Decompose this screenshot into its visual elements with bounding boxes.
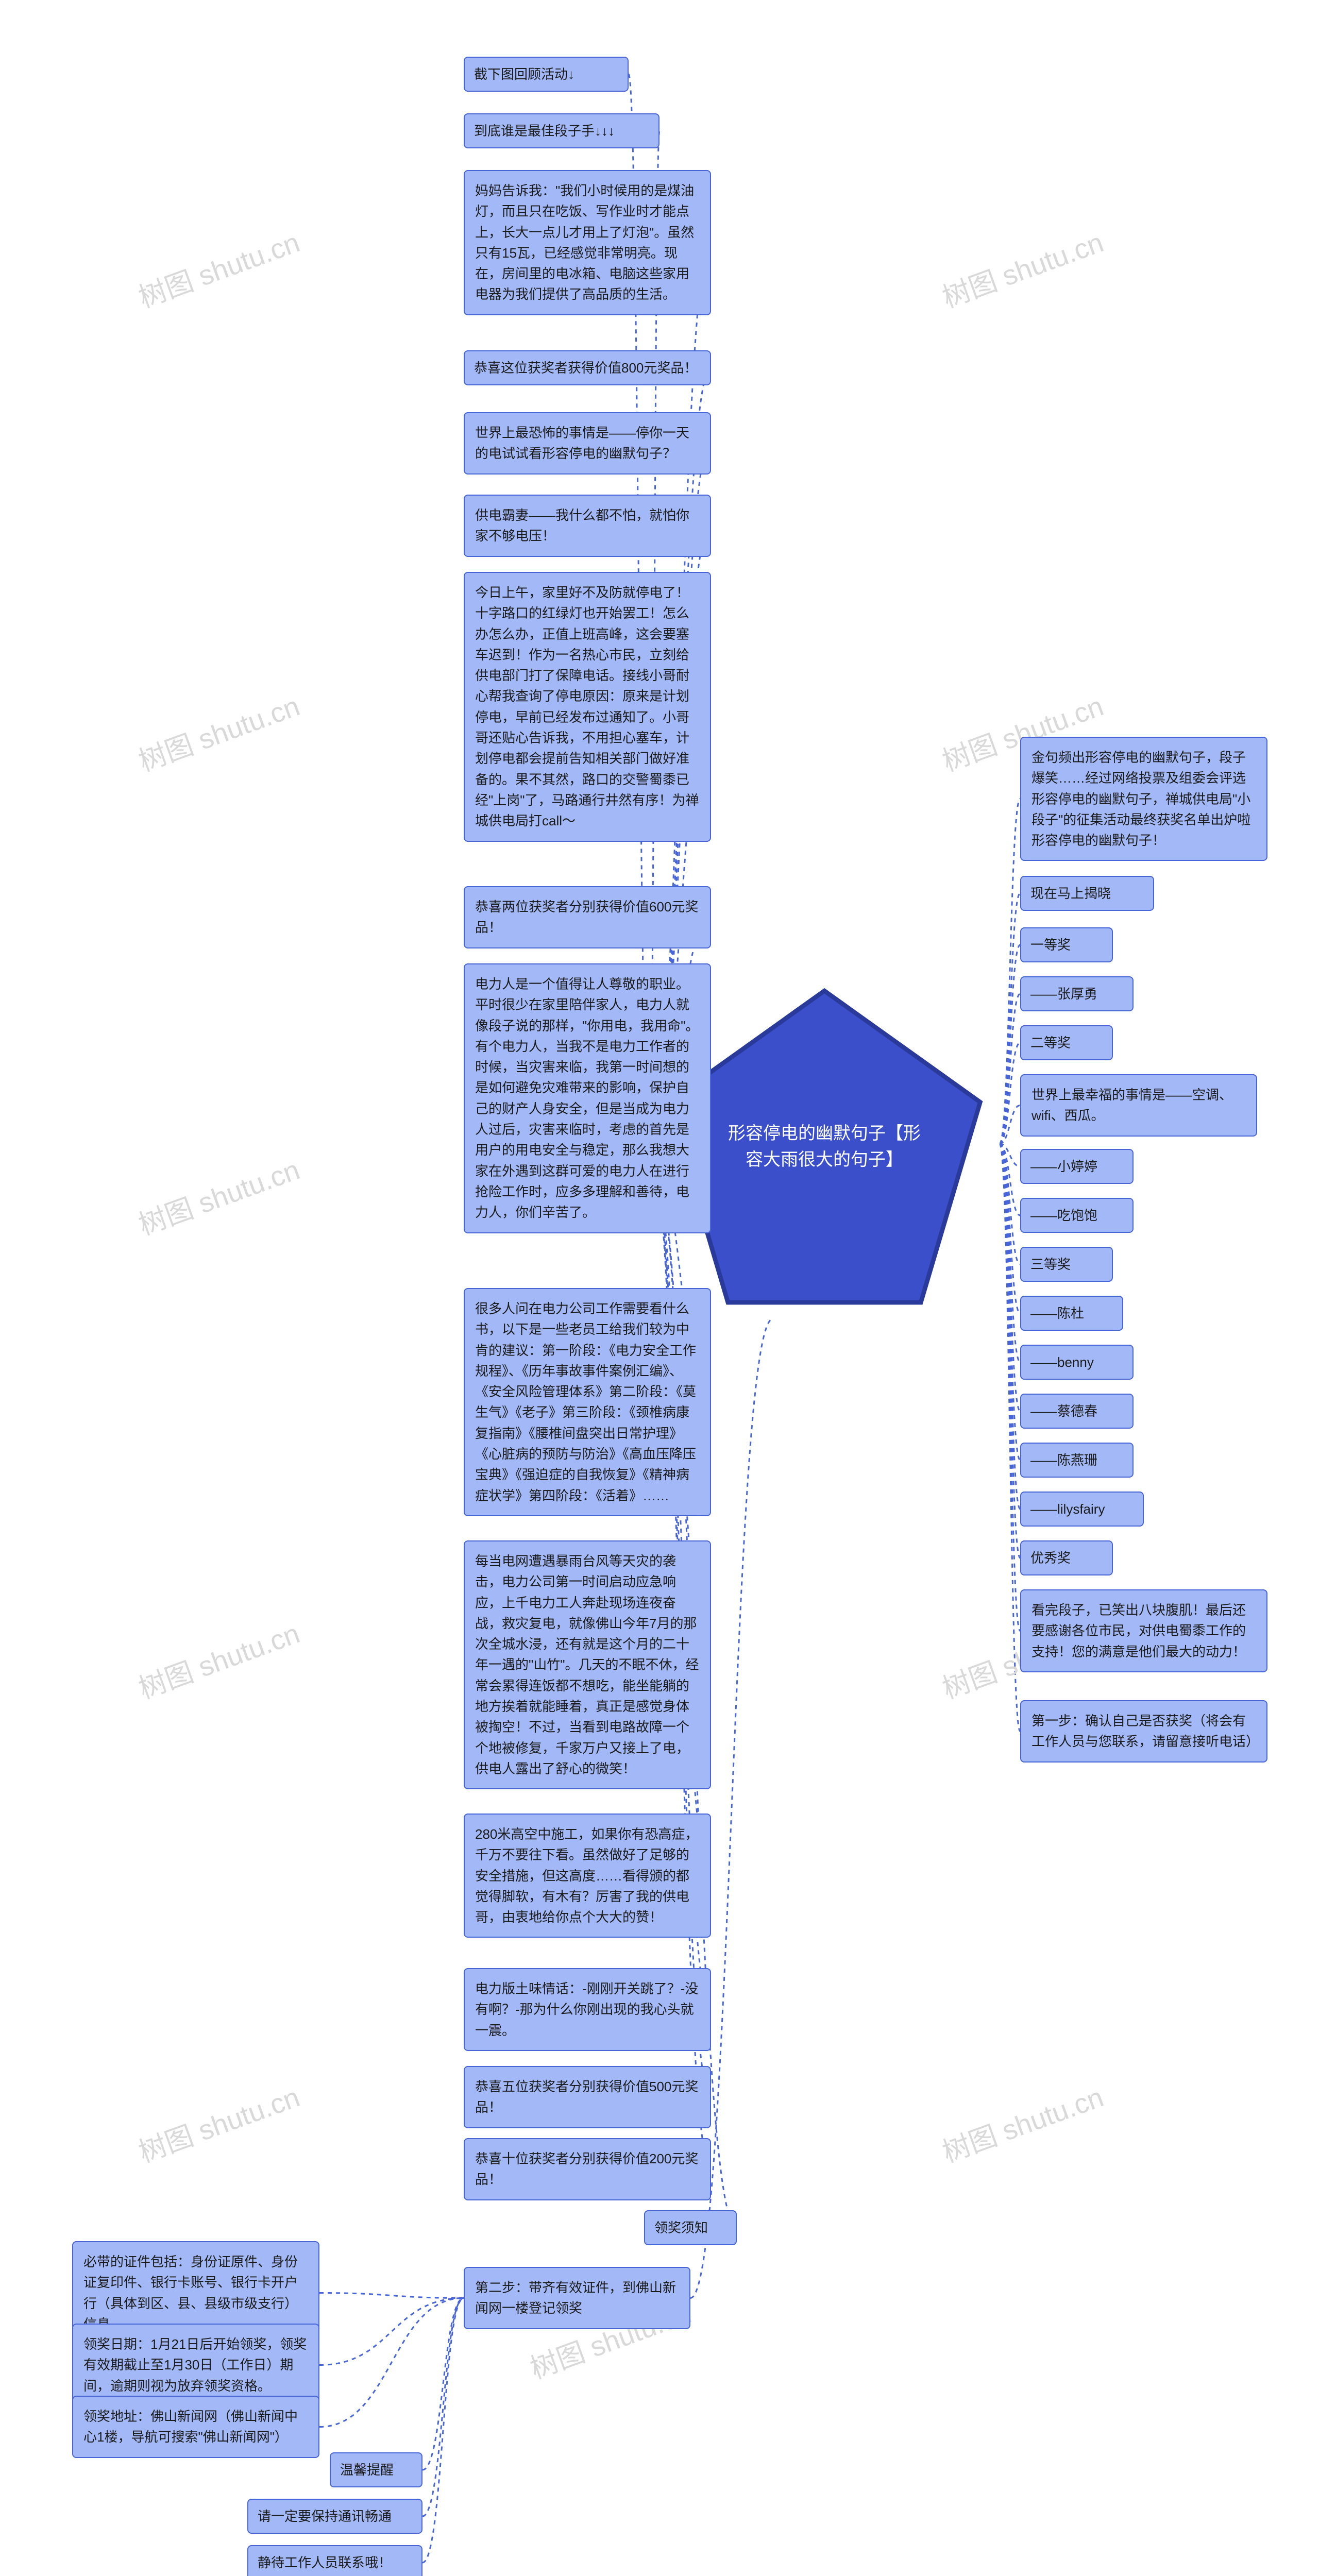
- right-node: 第一步：确认自己是否获奖（将会有工作人员与您联系，请留意接听电话）: [1020, 1700, 1267, 1762]
- node-label: 三等奖: [1030, 1257, 1071, 1272]
- right-node: ——陈燕珊: [1020, 1443, 1134, 1478]
- right-node: ——陈杜: [1020, 1296, 1123, 1331]
- right-node: 看完段子，已笑出八块腹肌！最后还要感谢各位市民，对供电蜀黍工作的支持！您的满意是…: [1020, 1589, 1267, 1672]
- node-label: 到底谁是最佳段子手↓↓↓: [474, 123, 615, 139]
- edge: [422, 2298, 464, 2470]
- right-node: 一等奖: [1020, 927, 1113, 962]
- node-label: ——小婷婷: [1030, 1159, 1097, 1174]
- node-label: 每当电网遭遇暴雨台风等天灾的袭击，电力公司第一时间启动应急响应，上千电力工人奔赴…: [475, 1553, 699, 1776]
- right-node: 世界上最幸福的事情是——空调、wifi、西瓜。: [1020, 1074, 1257, 1137]
- node-label: 第二步：带齐有效证件，到佛山新闻网一楼登记领奖: [475, 2280, 676, 2316]
- node-label: 看完段子，已笑出八块腹肌！最后还要感谢各位市民，对供电蜀黍工作的支持！您的满意是…: [1031, 1602, 1246, 1659]
- left-node: 妈妈告诉我："我们小时候用的是煤油灯，而且只在吃饭、写作业时才能点上，长大一点儿…: [464, 170, 711, 315]
- edge: [319, 2293, 464, 2298]
- watermark: 树图 shutu.cn: [132, 2074, 304, 2170]
- node-label: 现在马上揭晓: [1030, 886, 1111, 901]
- node-label: 280米高空中施工，如果你有恐高症，千万不要往下看。虽然做好了足够的安全措施，但…: [475, 1826, 698, 1925]
- left-node: 恭喜十位获奖者分别获得价值200元奖品！: [464, 2138, 711, 2200]
- node-label: 领奖地址：佛山新闻网（佛山新闻中心1楼，导航可搜索"佛山新闻网"）: [83, 2409, 298, 2445]
- node-label: 恭喜这位获奖者获得价值800元奖品！: [474, 360, 697, 376]
- bottom-child-node: 静待工作人员联系哦！: [247, 2545, 422, 2576]
- node-label: 二等奖: [1030, 1035, 1071, 1050]
- right-node: ——吃饱饱: [1020, 1198, 1134, 1233]
- left-node: 领奖须知: [644, 2210, 737, 2245]
- node-label: 世界上最幸福的事情是——空调、wifi、西瓜。: [1031, 1087, 1232, 1123]
- node-label: 金句频出形容停电的幽默句子，段子爆笑……经过网络投票及组委会评选形容停电的幽默句…: [1031, 750, 1250, 848]
- right-node: ——蔡德春: [1020, 1394, 1134, 1429]
- left-node: 电力人是一个值得让人尊敬的职业。平时很少在家里陪伴家人，电力人就像段子说的那样，…: [464, 963, 711, 1233]
- node-label: 妈妈告诉我："我们小时候用的是煤油灯，而且只在吃饭、写作业时才能点上，长大一点儿…: [475, 183, 694, 302]
- watermark: 树图 shutu.cn: [132, 219, 304, 315]
- node-label: ——benny: [1030, 1354, 1094, 1370]
- node-label: 恭喜十位获奖者分别获得价值200元奖品！: [475, 2151, 698, 2187]
- left-node: 截下图回顾活动↓: [464, 57, 629, 92]
- watermark: 树图 shutu.cn: [132, 683, 304, 779]
- node-label: 电力人是一个值得让人尊敬的职业。平时很少在家里陪伴家人，电力人就像段子说的那样，…: [475, 976, 699, 1220]
- node-label: 截下图回顾活动↓: [474, 66, 574, 82]
- left-node: 到底谁是最佳段子手↓↓↓: [464, 113, 660, 148]
- node-label: 电力版土味情话：-刚刚开关跳了？-没有啊？-那为什么你刚出现的我心头就一震。: [475, 1981, 698, 2038]
- right-node: 优秀奖: [1020, 1540, 1113, 1575]
- watermark: 树图 shutu.cn: [936, 219, 1108, 315]
- left-node: 今日上午，家里好不及防就停电了！十字路口的红绿灯也开始罢工！怎么办怎么办，正值上…: [464, 572, 711, 842]
- node-label: 恭喜五位获奖者分别获得价值500元奖品！: [475, 2079, 698, 2115]
- edge: [422, 2298, 464, 2517]
- watermark: 树图 shutu.cn: [132, 1611, 304, 1706]
- left-node: 280米高空中施工，如果你有恐高症，千万不要往下看。虽然做好了足够的安全措施，但…: [464, 1814, 711, 1938]
- node-label: ——lilysfairy: [1030, 1501, 1105, 1517]
- node-label: ——陈燕珊: [1030, 1452, 1097, 1468]
- bottom-child-node: 领奖地址：佛山新闻网（佛山新闻中心1楼，导航可搜索"佛山新闻网"）: [72, 2396, 319, 2458]
- right-node: 现在马上揭晓: [1020, 876, 1154, 911]
- node-label: 第一步：确认自己是否获奖（将会有工作人员与您联系，请留意接听电话）: [1031, 1713, 1259, 1749]
- watermark: 树图 shutu.cn: [936, 2074, 1108, 2170]
- node-label: 很多人问在电力公司工作需要看什么书，以下是一些老员工给我们较为中肯的建议：第一阶…: [475, 1301, 696, 1503]
- node-label: ——陈杜: [1030, 1306, 1084, 1321]
- node-label: 一等奖: [1030, 937, 1071, 953]
- node-label: 必带的证件包括：身份证原件、身份证复印件、银行卡账号、银行卡开户行（具体到区、县…: [83, 2254, 298, 2332]
- bottom-parent-node: 第二步：带齐有效证件，到佛山新闻网一楼登记领奖: [464, 2267, 690, 2329]
- right-node: ——张厚勇: [1020, 976, 1134, 1011]
- left-node: 恭喜这位获奖者获得价值800元奖品！: [464, 350, 711, 385]
- edge: [319, 2298, 464, 2427]
- node-label: ——张厚勇: [1030, 986, 1097, 1002]
- left-node: 很多人问在电力公司工作需要看什么书，以下是一些老员工给我们较为中肯的建议：第一阶…: [464, 1288, 711, 1516]
- node-label: 今日上午，家里好不及防就停电了！十字路口的红绿灯也开始罢工！怎么办怎么办，正值上…: [475, 585, 699, 828]
- right-node: 金句频出形容停电的幽默句子，段子爆笑……经过网络投票及组委会评选形容停电的幽默句…: [1020, 737, 1267, 861]
- edge: [422, 2298, 464, 2563]
- bottom-child-node: 温馨提醒: [330, 2452, 422, 2487]
- node-label: 领奖须知: [654, 2220, 708, 2235]
- left-node: 恭喜五位获奖者分别获得价值500元奖品！: [464, 2066, 711, 2128]
- node-label: 静待工作人员联系哦！: [258, 2555, 392, 2570]
- node-label: ——吃饱饱: [1030, 1208, 1097, 1223]
- left-node: 每当电网遭遇暴雨台风等天灾的袭击，电力公司第一时间启动应急响应，上千电力工人奔赴…: [464, 1540, 711, 1789]
- right-node: ——benny: [1020, 1345, 1134, 1380]
- edge: [319, 2298, 464, 2365]
- left-node: 电力版土味情话：-刚刚开关跳了？-没有啊？-那为什么你刚出现的我心头就一震。: [464, 1968, 711, 2051]
- node-label: 世界上最恐怖的事情是——停你一天的电试试看形容停电的幽默句子？: [475, 425, 689, 461]
- left-node: 供电霸妻——我什么都不怕，就怕你家不够电压！: [464, 495, 711, 557]
- right-node: 三等奖: [1020, 1247, 1113, 1282]
- watermark: 树图 shutu.cn: [132, 1147, 304, 1243]
- bottom-child-node: 领奖日期：1月21日后开始领奖，领奖有效期截止至1月30日（工作日）期间，逾期则…: [72, 2324, 319, 2406]
- center-label: 形容停电的幽默句子【形容大雨很大的句子】: [721, 1121, 927, 1173]
- node-label: 供电霸妻——我什么都不怕，就怕你家不够电压！: [475, 507, 689, 544]
- right-node: ——小婷婷: [1020, 1149, 1134, 1184]
- node-label: 恭喜两位获奖者分别获得价值600元奖品！: [475, 899, 698, 935]
- left-node: 恭喜两位获奖者分别获得价值600元奖品！: [464, 886, 711, 948]
- right-node: 二等奖: [1020, 1025, 1113, 1060]
- node-label: 优秀奖: [1030, 1550, 1071, 1566]
- node-label: 请一定要保持通讯畅通: [258, 2509, 392, 2524]
- node-label: 温馨提醒: [340, 2462, 394, 2478]
- right-node: ——lilysfairy: [1020, 1492, 1144, 1527]
- node-label: 领奖日期：1月21日后开始领奖，领奖有效期截止至1月30日（工作日）期间，逾期则…: [83, 2336, 307, 2394]
- bottom-child-node: 请一定要保持通讯畅通: [247, 2499, 422, 2534]
- node-label: ——蔡德春: [1030, 1403, 1097, 1419]
- left-node: 世界上最恐怖的事情是——停你一天的电试试看形容停电的幽默句子？: [464, 412, 711, 474]
